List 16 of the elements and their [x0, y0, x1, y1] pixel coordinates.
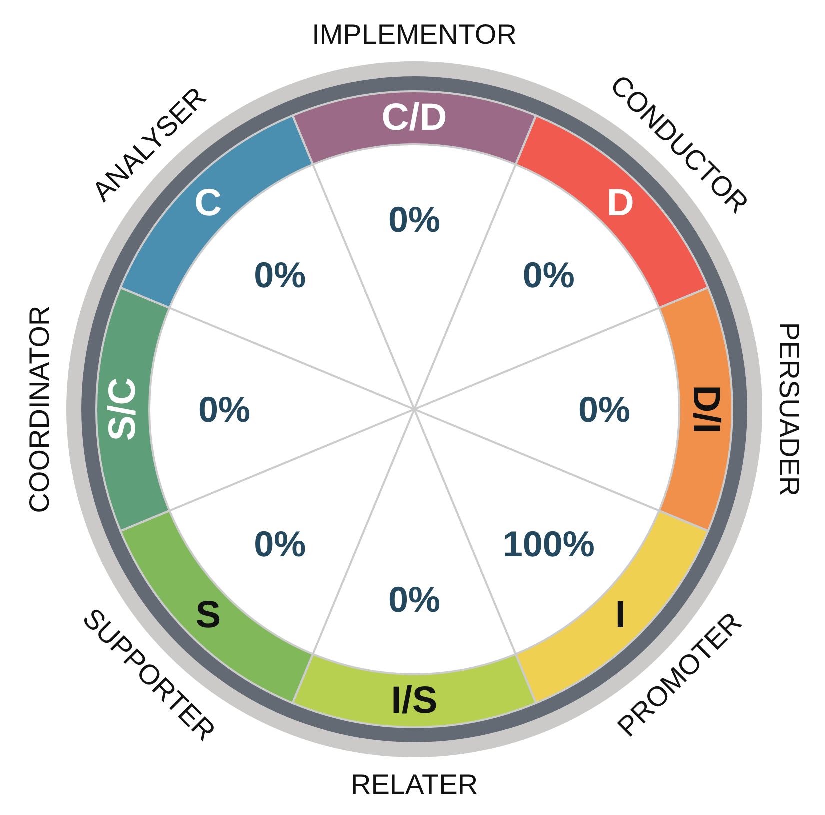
category-label: C/D [382, 97, 448, 139]
text: COORDINATOR [24, 306, 55, 514]
category-label: D/I [685, 385, 727, 434]
text: RELATER [350, 769, 478, 800]
category-label: I/S [391, 680, 438, 722]
data-label: 0% [522, 254, 575, 296]
data-label: 0% [254, 254, 306, 296]
category-label: S/C [102, 378, 144, 442]
data-label: 0% [388, 199, 441, 240]
data-label: 0% [578, 389, 631, 430]
data-label: 100% [502, 523, 595, 564]
data-label: 0% [388, 579, 441, 620]
text: PERSUADER [774, 322, 805, 497]
data-label: 0% [254, 523, 306, 564]
text: IMPLEMENTOR [312, 19, 517, 50]
data-label: 0% [198, 389, 251, 430]
